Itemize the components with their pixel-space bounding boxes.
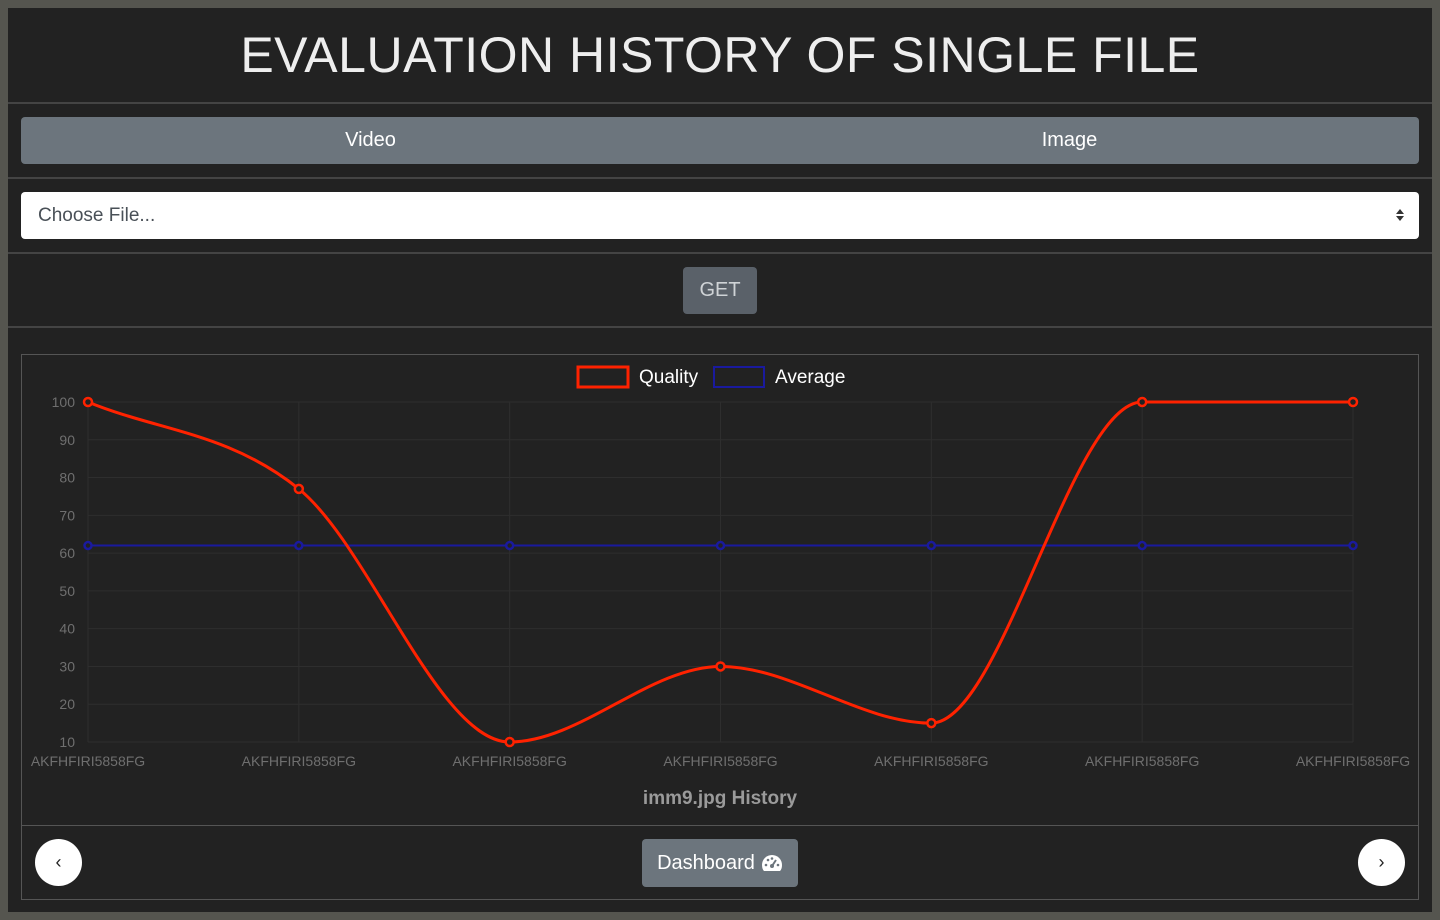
card-footer-divider xyxy=(22,825,1418,826)
data-point-average xyxy=(504,540,515,551)
file-select-value: Choose File... xyxy=(38,204,156,226)
legend-label-quality: Quality xyxy=(639,367,699,388)
x-tick-label: AKFHFIRI5858FG xyxy=(31,753,145,769)
file-select[interactable]: Choose File... xyxy=(21,192,1419,239)
tab-image[interactable]: Image xyxy=(1041,129,1098,151)
divider xyxy=(8,326,1432,328)
y-tick-label: 40 xyxy=(59,621,75,637)
y-tick-label: 20 xyxy=(59,696,75,712)
legend-swatch-quality xyxy=(576,365,630,389)
x-tick-label: AKFHFIRI5858FG xyxy=(452,753,566,769)
x-tick-label: AKFHFIRI5858FG xyxy=(663,753,777,769)
y-tick-label: 80 xyxy=(59,470,75,486)
data-point-quality xyxy=(293,483,305,495)
data-point-average xyxy=(1348,540,1358,551)
data-point-quality xyxy=(504,736,515,748)
x-tick-label: AKFHFIRI5858FG xyxy=(1296,753,1410,769)
chart-legend: Quality Average xyxy=(576,365,845,389)
dashboard-label: Dashboard xyxy=(657,851,755,874)
data-point-average xyxy=(83,540,93,551)
y-axis: 10 20 30 40 50 60 70 80 90 100 xyxy=(52,394,76,750)
y-tick-label: 50 xyxy=(59,583,75,599)
legend-label-average: Average xyxy=(775,367,845,388)
x-tick-label: AKFHFIRI5858FG xyxy=(1085,753,1199,769)
data-point-average xyxy=(926,540,937,551)
data-point-average xyxy=(715,540,726,551)
get-button[interactable]: GET xyxy=(683,267,757,314)
y-tick-label: 60 xyxy=(59,545,75,561)
page-title: EVALUATION HISTORY OF SINGLE FILE xyxy=(240,27,1200,83)
y-tick-label: 10 xyxy=(59,734,75,750)
y-tick-label: 100 xyxy=(52,394,76,410)
data-point-quality xyxy=(715,661,726,672)
x-axis: AKFHFIRI5858FG AKFHFIRI5858FG AKFHFIRI5858… xyxy=(31,753,1410,769)
chart-grid xyxy=(87,401,1354,743)
header: EVALUATION HISTORY OF SINGLE FILE xyxy=(8,8,1432,104)
select-caret-icon xyxy=(1396,209,1404,221)
x-tick-label: AKFHFIRI5858FG xyxy=(242,753,356,769)
y-tick-label: 30 xyxy=(59,658,75,674)
gauge-icon xyxy=(761,855,782,871)
y-tick-label: 70 xyxy=(59,507,75,523)
divider xyxy=(8,252,1432,254)
next-button[interactable]: › xyxy=(1358,839,1405,886)
data-point-quality xyxy=(1136,396,1148,408)
data-point-average xyxy=(294,540,304,551)
x-tick-label: AKFHFIRI5858FG xyxy=(874,753,988,769)
chart-card: 10 20 30 40 50 60 70 80 90 100 AKFHFIRI5858FG AKFH… xyxy=(21,354,1419,900)
data-point-quality xyxy=(926,717,937,729)
legend-swatch-average xyxy=(713,366,765,388)
media-type-tabs: Video Image xyxy=(21,117,1419,164)
y-tick-label: 90 xyxy=(59,432,75,448)
data-point-quality xyxy=(82,396,94,408)
tab-video[interactable]: Video xyxy=(345,129,396,151)
data-point-quality xyxy=(1347,396,1359,408)
dashboard-button[interactable]: Dashboard xyxy=(642,839,798,887)
main-panel: EVALUATION HISTORY OF SINGLE FILE Video … xyxy=(8,8,1432,912)
data-point-average xyxy=(1137,540,1147,551)
prev-button[interactable]: ‹ xyxy=(35,839,82,886)
divider xyxy=(8,177,1432,179)
chart-points xyxy=(82,396,1359,748)
chart-title: imm9.jpg History xyxy=(643,788,798,809)
